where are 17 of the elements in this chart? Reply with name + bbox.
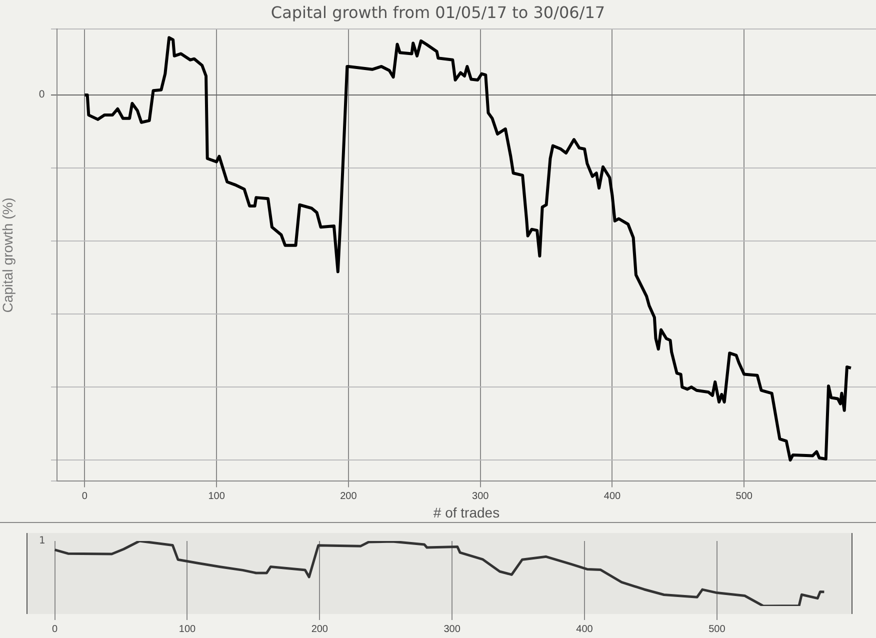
x-tick-label: 300 [472,490,490,502]
x-tick-label: 500 [708,624,726,635]
x-tick-label: 400 [576,624,594,635]
x-tick-label: 200 [340,490,358,502]
x-tick-label: 0 [52,624,58,635]
text: 0 [38,90,45,101]
chart-title: Capital growth from 01/05/17 to 30/06/17 [270,2,606,22]
x-tick-label: 100 [178,624,196,635]
x-tick-label: 500 [736,490,753,502]
x-tick-label: 200 [311,624,328,635]
x-tick-label: 400 [604,490,622,502]
y-axis-title: Capital growth (%) [0,198,16,313]
x-tick-label: 300 [444,624,461,635]
x-axis-title: # of trades [433,504,500,520]
x-tick-label: 0 [82,490,88,502]
x-tick-label: 100 [208,490,226,502]
annotation: 1 [39,536,46,547]
